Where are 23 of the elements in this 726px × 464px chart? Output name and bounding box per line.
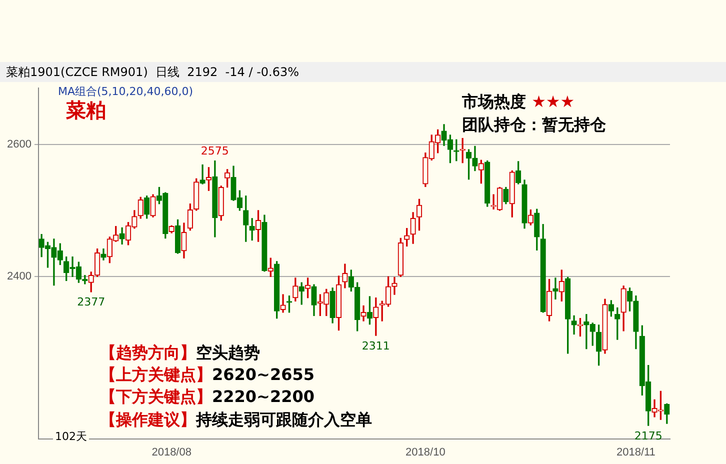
annotation: MA组合(5,10,20,40,60,0)	[58, 84, 194, 98]
y-tick-label: 2600	[6, 138, 32, 150]
annotation: 【上方关键点】2620~2655	[100, 365, 314, 384]
x-tick-label: 2018/08	[152, 446, 192, 458]
chart-subtitle: 菜粕1901(CZCE RM901) 日线 2192 -14 / -0.63%	[6, 65, 300, 80]
annotation: 2377	[77, 296, 106, 309]
candlestick	[392, 276, 398, 295]
annotation: 2575	[200, 144, 229, 158]
candlestick	[200, 164, 206, 184]
annotation: 【操作建议】持续走弱可跟随介入空单	[100, 410, 372, 430]
text: 菜粕	[65, 98, 106, 122]
annotation: 2175	[634, 429, 662, 442]
x-tick-label: 2018/11	[616, 446, 656, 458]
annotation: 市场热度 ★★★	[461, 92, 575, 112]
annotation: 【下方关键点】2220~2200	[100, 387, 314, 406]
annotation: 102天	[55, 430, 87, 443]
annotation: 2311	[362, 339, 390, 352]
x-tick-label: 2018/10	[406, 446, 446, 458]
y-tick-label: 2400	[6, 270, 32, 283]
annotation: 【趋势方向】空头趋势	[100, 343, 260, 362]
candlestick	[249, 218, 255, 241]
annotation: 团队持仓：暂无持仓	[462, 115, 607, 134]
candlestick	[552, 278, 558, 300]
